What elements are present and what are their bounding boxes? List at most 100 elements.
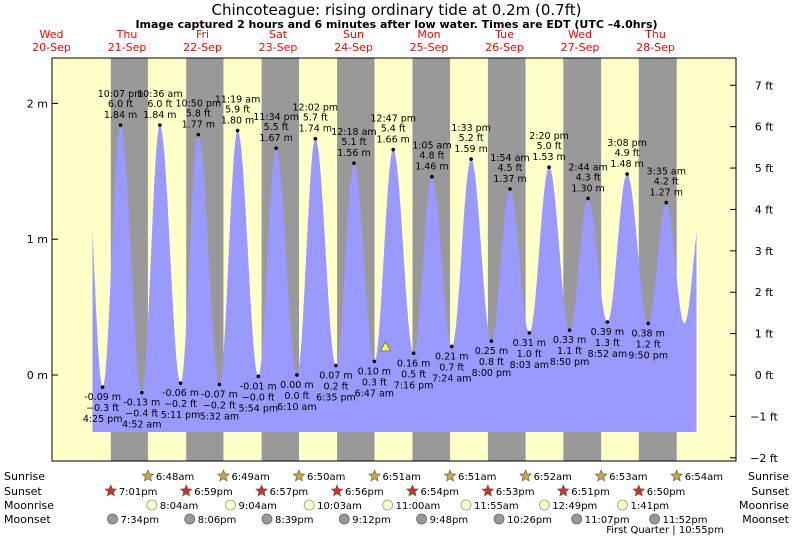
right-axis-label: 4 ft xyxy=(755,203,774,216)
high-tide-feet: 6.0 ft xyxy=(108,99,133,110)
sunset-icon xyxy=(255,484,269,497)
high-tide-time: 12:18 am xyxy=(331,127,376,138)
moonset-icon xyxy=(184,513,196,525)
low-tide-point xyxy=(217,382,222,387)
low-tide-point xyxy=(295,373,299,377)
high-tide-feet: 5.1 ft xyxy=(341,137,366,148)
moonset-icon xyxy=(416,513,427,525)
high-tide-time: 1:05 am xyxy=(412,141,451,152)
day-header-date: 25-Sep xyxy=(410,41,449,54)
high-tide-point xyxy=(430,174,434,179)
low-tide-metres: 0.39 m xyxy=(591,327,624,338)
moonrise-time: 11:55am xyxy=(474,501,519,512)
right-axis-label: −2 ft xyxy=(750,452,778,465)
row-label-right: Moonset xyxy=(742,513,789,526)
right-axis-label: 5 ft xyxy=(755,162,774,175)
low-tide-feet: −0.3 ft xyxy=(86,403,119,414)
moonrise-icon xyxy=(382,499,394,511)
high-tide-point xyxy=(664,200,669,205)
moonset-icon xyxy=(107,513,118,525)
low-tide-metres: -0.09 m xyxy=(84,392,121,403)
low-tide-point xyxy=(372,359,377,364)
high-tide-time: 10:50 pm xyxy=(175,99,221,110)
right-axis-label: 7 ft xyxy=(755,79,774,92)
moonset-time: 11:52pm xyxy=(663,515,708,526)
right-axis-label: 2 ft xyxy=(755,286,774,299)
row-label-left: Sunset xyxy=(4,485,42,498)
row-label-right: Moonrise xyxy=(739,499,789,512)
low-tide-metres: -0.06 m xyxy=(162,388,199,399)
sunrise-time: 6:49am xyxy=(231,472,269,483)
high-tide-time: 10:36 am xyxy=(137,89,182,100)
low-tide-metres: -0.13 m xyxy=(123,398,160,409)
high-tide-point xyxy=(391,147,396,152)
chart-title: Chincoteague: rising ordinary tide at 0.… xyxy=(211,1,582,19)
moonset-time: 7:34pm xyxy=(121,515,160,526)
moonrise-icon xyxy=(460,499,472,511)
high-tide-metres: 1.46 m xyxy=(415,162,448,173)
high-tide-point xyxy=(352,161,356,165)
high-tide-time: 12:47 pm xyxy=(370,114,416,125)
high-tide-feet: 4.3 ft xyxy=(576,172,601,183)
high-tide-metres: 1.59 m xyxy=(454,144,487,155)
low-tide-point xyxy=(646,321,650,326)
moonrise-icon xyxy=(303,499,315,511)
low-tide-metres: 0.07 m xyxy=(319,370,352,381)
high-tide-feet: 4.2 ft xyxy=(654,177,679,188)
sunrise-time: 6:53am xyxy=(609,472,647,483)
current-tide-marker xyxy=(379,341,392,352)
low-tide-time: 5:32 am xyxy=(200,412,239,423)
high-tide-feet: 5.2 ft xyxy=(459,133,484,144)
high-tide-feet: 4.5 ft xyxy=(497,163,522,174)
high-tide-time: 3:35 am xyxy=(647,167,686,178)
high-tide-metres: 1.30 m xyxy=(571,183,604,194)
high-tide-time: 11:19 am xyxy=(215,95,260,106)
high-tide-metres: 1.84 m xyxy=(104,110,137,121)
sunset-time: 6:50pm xyxy=(647,487,686,498)
high-tide-metres: 1.66 m xyxy=(376,135,409,146)
high-tide-point xyxy=(196,132,201,137)
low-tide-feet: 1.1 ft xyxy=(557,346,582,357)
sunrise-time: 6:52am xyxy=(534,472,572,483)
low-tide-point xyxy=(411,351,416,356)
row-label-right: Sunrise xyxy=(748,470,789,483)
low-tide-metres: 0.38 m xyxy=(631,328,664,339)
high-tide-feet: 5.4 ft xyxy=(381,124,406,135)
sunrise-time: 6:50am xyxy=(307,472,345,483)
high-tide-point xyxy=(508,187,512,191)
low-tide-time: 5:11 pm xyxy=(161,410,201,421)
day-header-weekday: Mon xyxy=(417,28,440,41)
left-axis-label: 0 m xyxy=(27,369,48,382)
low-tide-feet: 0.5 ft xyxy=(401,369,426,380)
high-tide-point xyxy=(158,123,162,127)
low-tide-point xyxy=(178,381,183,385)
low-tide-feet: 1.0 ft xyxy=(517,349,542,360)
sunset-icon xyxy=(104,484,118,497)
day-header-weekday: Sat xyxy=(269,28,288,41)
day-header-weekday: Thu xyxy=(644,28,666,41)
low-tide-metres: 0.16 m xyxy=(397,358,430,369)
moonrise-time: 1:41pm xyxy=(631,501,670,512)
high-tide-metres: 1.84 m xyxy=(143,110,176,121)
sunset-time: 6:56pm xyxy=(345,487,384,498)
sunset-icon xyxy=(179,484,193,497)
low-tide-feet: −0.2 ft xyxy=(203,401,236,412)
day-header-date: 27-Sep xyxy=(561,41,600,54)
high-tide-point xyxy=(118,123,123,127)
moon-phase-note: First Quarter | 10:55pm xyxy=(606,525,724,536)
high-tide-metres: 1.77 m xyxy=(182,120,215,131)
moonrise-time: 12:49pm xyxy=(552,501,597,512)
high-tide-metres: 1.74 m xyxy=(299,124,332,135)
sunrise-icon xyxy=(594,469,608,482)
low-tide-time: 7:16 pm xyxy=(394,380,434,391)
low-tide-point xyxy=(527,331,532,335)
high-tide-metres: 1.27 m xyxy=(650,188,683,199)
low-tide-metres: 0.00 m xyxy=(280,380,313,391)
high-tide-time: 3:08 pm xyxy=(607,138,647,149)
row-label-right: Sunset xyxy=(751,485,789,498)
high-tide-feet: 4.8 ft xyxy=(419,151,444,162)
low-tide-time: 7:24 am xyxy=(432,373,471,384)
sunset-icon xyxy=(330,484,344,497)
low-tide-time: 6:35 pm xyxy=(316,392,356,403)
